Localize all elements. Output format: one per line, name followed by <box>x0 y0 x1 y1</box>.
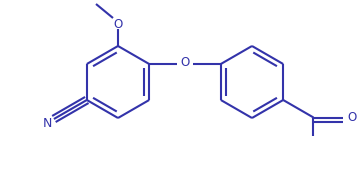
Text: O: O <box>348 111 357 124</box>
Text: O: O <box>113 18 123 30</box>
Text: N: N <box>42 116 52 130</box>
Text: O: O <box>180 56 190 68</box>
